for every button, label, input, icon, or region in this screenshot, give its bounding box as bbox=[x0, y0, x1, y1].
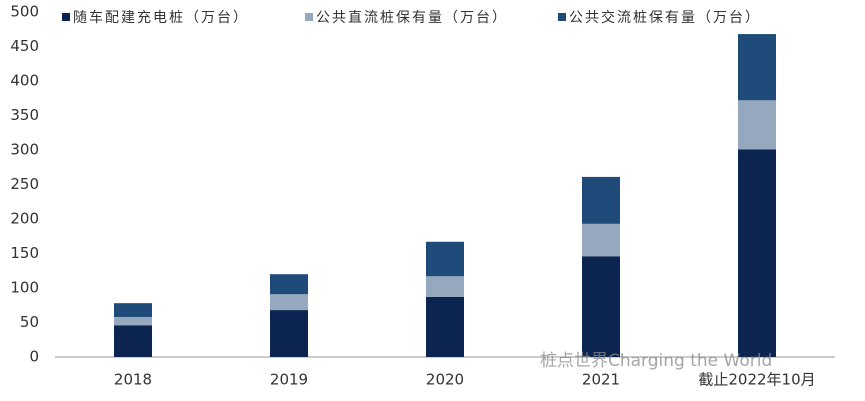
x-tick-label: 截止2022年10月 bbox=[698, 371, 815, 389]
bar-segment bbox=[738, 149, 776, 357]
bar-segment bbox=[270, 294, 308, 311]
bar-segment bbox=[426, 241, 464, 277]
y-tick-label: 350 bbox=[10, 106, 39, 124]
bar-segment bbox=[270, 274, 308, 295]
legend-label: 公共交流桩保有量（万台） bbox=[569, 9, 761, 26]
y-tick-label: 500 bbox=[10, 3, 39, 21]
bar-segment bbox=[426, 296, 464, 357]
y-tick-label: 250 bbox=[10, 175, 39, 193]
legend-swatch bbox=[62, 13, 70, 21]
x-tick-label: 2018 bbox=[114, 371, 152, 389]
x-tick-label: 2019 bbox=[270, 371, 308, 389]
y-tick-label: 450 bbox=[10, 37, 39, 55]
y-tick-label: 50 bbox=[20, 313, 39, 331]
legend-label: 公共直流桩保有量（万台） bbox=[316, 9, 508, 26]
bar-segment bbox=[426, 276, 464, 297]
bar-segment bbox=[114, 316, 152, 326]
y-tick-label: 0 bbox=[29, 348, 39, 366]
y-tick-label: 100 bbox=[10, 279, 39, 297]
y-tick-label: 300 bbox=[10, 141, 39, 159]
bar-segment bbox=[738, 34, 776, 101]
watermark: 桩点世界Charging the World bbox=[540, 351, 772, 371]
bar-segment bbox=[270, 310, 308, 357]
legend-label: 随车配建充电桩（万台） bbox=[73, 9, 249, 26]
bar-segment bbox=[738, 100, 776, 150]
bar-segment bbox=[114, 303, 152, 317]
bar-segment bbox=[582, 223, 620, 257]
legend-swatch bbox=[305, 13, 313, 21]
y-tick-label: 400 bbox=[10, 72, 39, 90]
x-tick-label: 2020 bbox=[426, 371, 464, 389]
legend-swatch bbox=[558, 13, 566, 21]
bar-segment bbox=[114, 325, 152, 357]
y-tick-label: 150 bbox=[10, 244, 39, 262]
y-tick-label: 200 bbox=[10, 210, 39, 228]
x-tick-label: 2021 bbox=[582, 371, 620, 389]
bar-segment bbox=[582, 176, 620, 224]
bar-segment bbox=[582, 256, 620, 357]
